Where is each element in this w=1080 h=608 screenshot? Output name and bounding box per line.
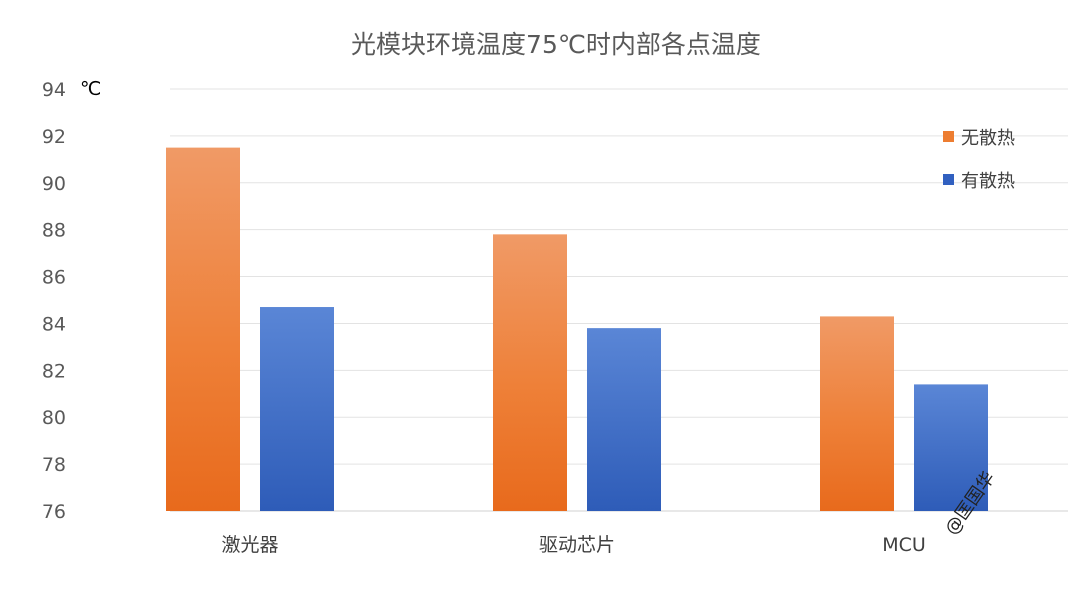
y-tick-label: 76	[42, 501, 66, 523]
bar-laser-no-cooling	[166, 147, 240, 511]
bar-laser-with-cooling	[260, 307, 334, 511]
x-category-label-mcu: MCU	[882, 534, 926, 556]
legend-swatch-no-cooling	[943, 131, 954, 142]
x-category-label-laser: 激光器	[221, 534, 278, 556]
y-axis-ticks: 76 78 80 82 84 86 88 90 92 94	[42, 79, 66, 523]
x-category-label-driver-chip: 驱动芯片	[539, 534, 615, 556]
chart-title: 光模块环境温度75℃时内部各点温度	[351, 30, 761, 59]
bars	[166, 147, 988, 511]
y-tick-label: 82	[42, 360, 66, 382]
legend-label-no-cooling: 无散热	[961, 128, 1015, 149]
legend-swatch-with-cooling	[943, 174, 954, 185]
legend: 无散热 有散热	[943, 128, 1015, 192]
y-tick-label: 94	[42, 79, 66, 101]
y-tick-label: 90	[42, 173, 66, 195]
legend-label-with-cooling: 有散热	[961, 171, 1015, 192]
y-tick-label: 80	[42, 407, 66, 429]
y-tick-label: 88	[42, 220, 66, 242]
bar-driver-chip-with-cooling	[587, 328, 661, 511]
bar-mcu-with-cooling	[914, 384, 988, 511]
y-tick-label: 86	[42, 267, 66, 289]
x-axis-categories: 激光器 驱动芯片 MCU	[221, 534, 925, 556]
y-tick-label: 84	[42, 313, 66, 335]
y-axis-unit-label: ℃	[80, 78, 101, 100]
bar-mcu-no-cooling	[820, 316, 894, 511]
y-tick-label: 92	[42, 126, 66, 148]
bar-driver-chip-no-cooling	[493, 234, 567, 511]
y-tick-label: 78	[42, 454, 66, 476]
